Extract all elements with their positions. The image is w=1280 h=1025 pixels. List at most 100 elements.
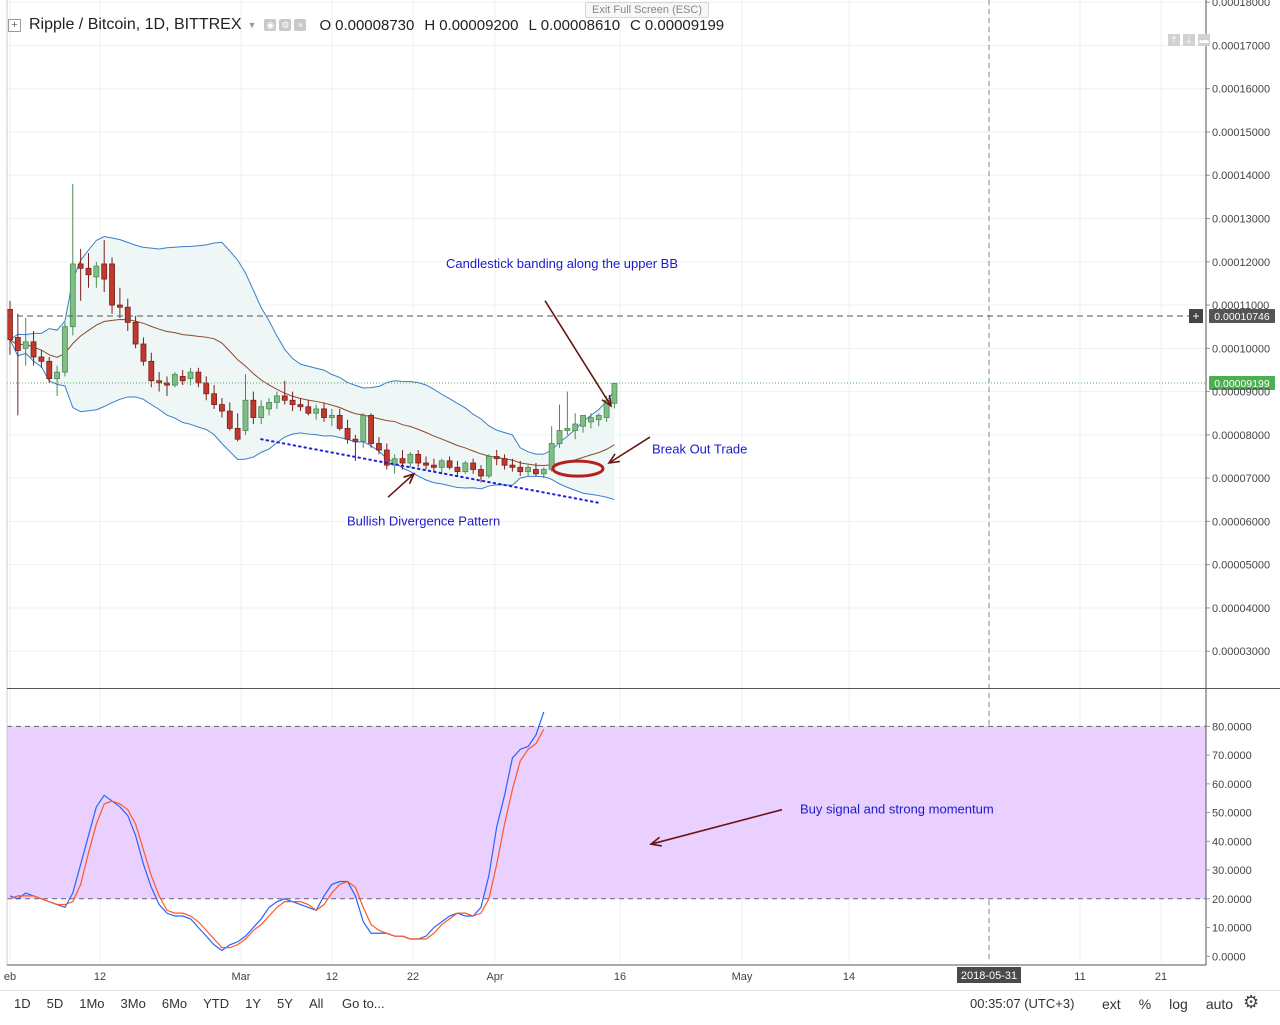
price-tick-label: 0.00015000: [1212, 127, 1270, 139]
range-5y[interactable]: 5Y: [277, 996, 293, 1011]
candle-body: [219, 404, 225, 412]
annotation-arrow-head: [607, 453, 621, 465]
time-tick-label: eb: [4, 971, 16, 983]
goto-button[interactable]: Go to...: [342, 996, 385, 1011]
arrow-down-icon[interactable]: ⇣: [1183, 34, 1195, 46]
candle-body: [250, 399, 257, 418]
stoch-tick-label: 50.0000: [1212, 808, 1252, 820]
candle-body: [572, 423, 579, 431]
range-6mo[interactable]: 6Mo: [161, 996, 188, 1011]
stoch-d-line: [9, 728, 545, 949]
ext-toggle[interactable]: ext: [1102, 996, 1121, 1012]
bollinger-bands: [9, 236, 615, 501]
log-toggle[interactable]: log: [1169, 996, 1188, 1012]
chart-canvas[interactable]: 0.00010746 +0.00009199 Candlestick banding…: [0, 0, 1280, 990]
candle-body: [376, 443, 382, 451]
stochastic-lines: [7, 711, 1206, 952]
candle-body: [226, 410, 233, 429]
ohlc-low: L 0.00008610: [528, 16, 621, 34]
candle-body: [203, 382, 210, 395]
annotation-label: Break Out Trade: [652, 442, 747, 457]
stoch-tick-label: 30.0000: [1212, 865, 1252, 877]
arrow-up-icon[interactable]: ⇡: [1168, 34, 1180, 46]
range-1d[interactable]: 1D: [14, 996, 31, 1011]
price-tick-label: 0.00005000: [1212, 560, 1270, 572]
stoch-tick-label: 40.0000: [1212, 836, 1252, 848]
price-marker-box: [1209, 309, 1275, 324]
candle-body: [297, 404, 304, 408]
candle-body: [328, 414, 335, 418]
candle-body: [430, 464, 437, 468]
ohlc-close: C 0.00009199: [630, 16, 725, 34]
price-marker-label: 0.00009199: [1214, 378, 1270, 390]
price-marker-label: 0.00010746: [1214, 311, 1270, 323]
candle-body: [266, 402, 272, 410]
annotation-arrow: [544, 300, 612, 407]
pane-controls: ⇡ ⇣ ▬: [1168, 34, 1210, 46]
annotation-arrow: [650, 808, 783, 845]
range-1y[interactable]: 1Y: [245, 996, 262, 1011]
stoch-tick-label: 80.0000: [1212, 721, 1252, 733]
candle-body: [556, 430, 563, 444]
plus-box-icon[interactable]: +: [8, 18, 21, 32]
price-tick-label: 0.00011000: [1212, 300, 1269, 312]
candle-body: [501, 458, 508, 466]
candle-body: [564, 427, 571, 431]
price-tick-label: 0.00016000: [1212, 84, 1270, 96]
price-marker-box: [1209, 375, 1275, 390]
auto-toggle[interactable]: auto: [1205, 996, 1234, 1012]
price-tick-label: 0.00014000: [1212, 170, 1270, 182]
candle-body: [148, 360, 155, 382]
time-tick-label: May: [732, 971, 753, 983]
candle-body: [399, 458, 406, 464]
annotation-arrow-head: [601, 394, 613, 408]
candle-body: [77, 263, 84, 269]
candle-body: [595, 414, 602, 421]
candle-body: [281, 395, 288, 401]
range-5d[interactable]: 5D: [46, 996, 64, 1011]
candle-body: [7, 308, 13, 341]
candle-body: [211, 393, 218, 405]
symbol-title[interactable]: Ripple / Bitcoin, 1D, BITTREX: [29, 16, 242, 33]
exit-fullscreen-button[interactable]: Exit Full Screen (ESC): [585, 2, 710, 18]
candle-body: [54, 371, 60, 380]
range-all[interactable]: All: [308, 996, 324, 1011]
candle-body: [14, 337, 21, 351]
stoch-band: [7, 726, 1206, 899]
candle-body: [101, 263, 108, 280]
range-ytd[interactable]: YTD: [203, 996, 230, 1011]
range-1mo[interactable]: 1Mo: [79, 996, 105, 1011]
annotation-arrow-head: [403, 472, 416, 485]
gear-icon[interactable]: ⚙: [1243, 992, 1260, 1012]
annotation-arrow: [387, 473, 415, 498]
price-tick-label: 0.00009000: [1212, 387, 1270, 399]
candle-body: [289, 399, 296, 405]
breakout-ellipse: [551, 459, 605, 478]
eye-icon[interactable]: ◉: [264, 19, 277, 31]
candle-body: [493, 456, 500, 460]
divergence-line: [260, 438, 600, 504]
candle-body: [588, 417, 594, 423]
close-icon[interactable]: ×: [294, 19, 307, 31]
candle-body: [391, 458, 398, 466]
range-3mo[interactable]: 3Mo: [120, 996, 146, 1011]
plus-icon: +: [1192, 309, 1199, 323]
stoch-k-line: [9, 711, 545, 952]
candle-body: [156, 380, 163, 384]
candle-body: [258, 406, 265, 418]
candle-body: [540, 469, 547, 475]
chevron-down-icon[interactable]: ▼: [247, 20, 257, 30]
annotation-label: Candlestick banding along the upper BB: [446, 256, 678, 271]
candle-body: [383, 449, 390, 466]
candle-body: [30, 341, 37, 358]
scale-controls: ext % log auto: [1102, 996, 1233, 1012]
annotation-arrow-head: [649, 836, 662, 847]
candle-body: [533, 469, 539, 475]
price-tick-label: 0.00018000: [1212, 0, 1270, 9]
settings-icon[interactable]: ⚙: [279, 19, 292, 31]
candle-body: [242, 399, 249, 431]
percent-toggle[interactable]: %: [1138, 996, 1152, 1012]
clock[interactable]: 00:35:07 (UTC+3): [970, 996, 1075, 1011]
collapse-icon[interactable]: ▬: [1198, 34, 1210, 46]
annotation-label: Buy signal and strong momentum: [800, 802, 994, 817]
